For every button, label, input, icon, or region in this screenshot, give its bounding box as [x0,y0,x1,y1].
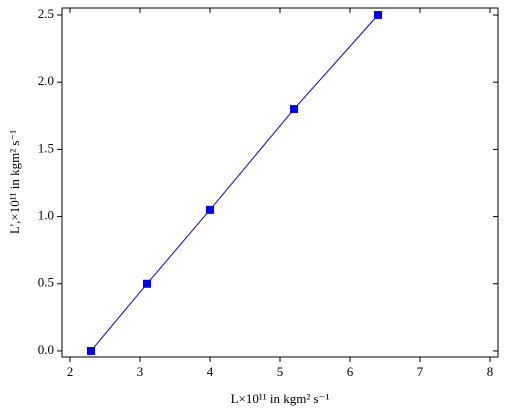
y-tick-label: 1.0 [38,208,54,223]
x-tick-label: 2 [67,364,74,379]
y-tick-label: 2.5 [38,6,54,21]
data-point [374,10,383,19]
x-axis-label: L×10¹¹ in kgm² s⁻¹ [231,391,330,406]
y-tick-label: 2.0 [38,73,54,88]
y-tick-label: 0.0 [38,342,54,357]
x-tick-label: 4 [207,364,214,379]
plot-frame [61,7,499,358]
x-tick-label: 5 [277,364,284,379]
data-point [205,205,214,214]
data-line [90,14,379,352]
x-tick-label: 7 [417,364,424,379]
x-tick-label: 6 [347,364,354,379]
y-axis-label: L',×10¹¹ in kgm² s⁻¹ [7,130,22,234]
y-tick-label: 1.5 [38,140,54,155]
x-tick-label: 8 [487,364,494,379]
data-point [86,346,95,355]
data-point [142,279,151,288]
data-point [290,105,299,114]
y-tick-label: 0.5 [38,275,54,290]
x-tick-label: 3 [137,364,144,379]
